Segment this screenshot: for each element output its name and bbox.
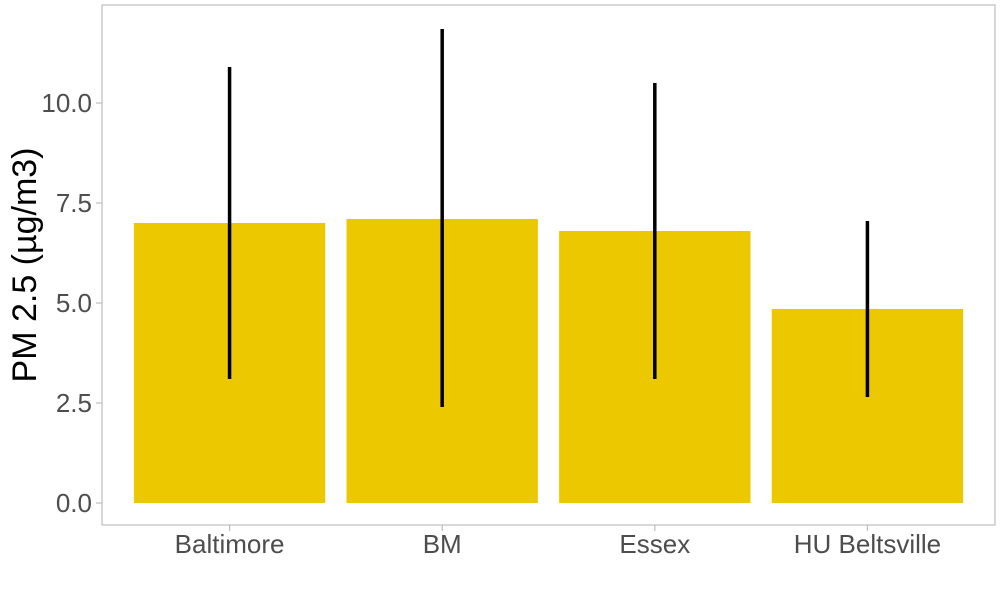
y-tick-label: 0.0 [56, 488, 92, 518]
x-axis: Baltimore BM Essex HU Beltsville [175, 525, 941, 559]
x-tick-label: Baltimore [175, 529, 285, 559]
y-tick-label: 7.5 [56, 188, 92, 218]
x-tick-label: BM [423, 529, 462, 559]
x-tick-label: HU Beltsville [794, 529, 941, 559]
y-tick-label: 5.0 [56, 288, 92, 318]
y-axis: 0.0 2.5 5.0 7.5 10.0 [41, 88, 102, 518]
y-tick-label: 2.5 [56, 388, 92, 418]
x-tick-label: Essex [619, 529, 690, 559]
error-bar-group [227, 29, 870, 407]
plot-panel-border [101, 4, 996, 526]
y-axis-title: PM 2.5 (µg/m3) [6, 148, 44, 383]
y-tick-label: 10.0 [41, 88, 92, 118]
